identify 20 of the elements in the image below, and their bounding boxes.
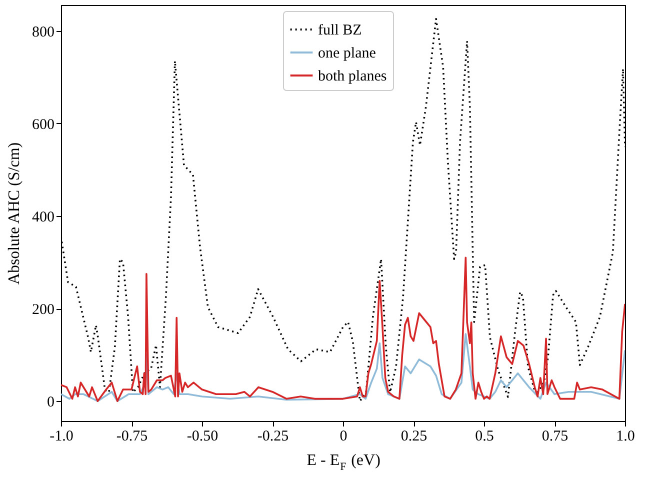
x-tick-label: 0.75: [542, 428, 568, 444]
x-tick-label: 1.0: [616, 428, 635, 444]
x-tick-label: 0.25: [400, 428, 428, 444]
legend-label: both planes: [318, 68, 387, 84]
x-tick-label: -0.75: [116, 428, 148, 444]
y-tick-label: 400: [32, 210, 54, 226]
legend-label: full BZ: [318, 22, 362, 38]
legend-label: one plane: [318, 46, 376, 62]
x-tick-label: -0.50: [186, 428, 218, 444]
x-tick-label: 0.5: [475, 428, 494, 444]
y-tick-label: 200: [32, 302, 54, 318]
x-tick-label: 0: [340, 428, 348, 444]
x-tick-label: -0.25: [257, 428, 289, 444]
line-series: [61, 333, 625, 402]
y-tick-label: 800: [32, 24, 54, 40]
y-axis-title: Absolute AHC (S/cm): [6, 142, 23, 285]
x-tick-label: -1.0: [50, 428, 74, 444]
y-tick-label: 0: [47, 394, 54, 411]
line-series: [61, 256, 625, 402]
y-tick-label: 600: [32, 116, 54, 133]
